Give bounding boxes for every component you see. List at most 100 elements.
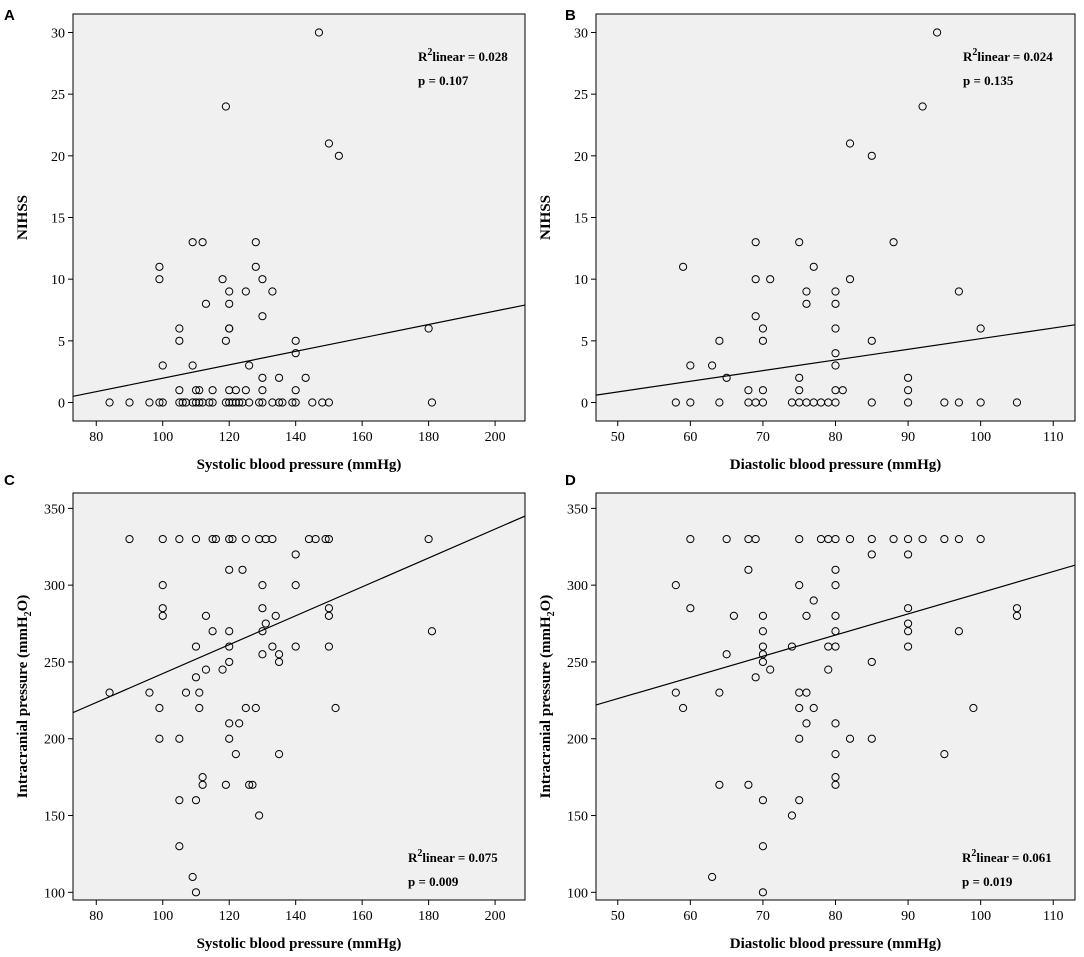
data-point — [248, 780, 257, 789]
data-point — [291, 336, 300, 345]
data-point — [201, 665, 211, 674]
data-point — [301, 373, 310, 382]
y-tick-label: 250 — [44, 656, 65, 671]
data-point — [802, 299, 811, 308]
data-point — [758, 842, 768, 851]
data-point — [274, 657, 284, 667]
data-point — [809, 262, 818, 271]
y-tick-label: 20 — [51, 150, 65, 165]
data-point — [235, 719, 244, 728]
y-tick-label: 25 — [51, 88, 65, 103]
data-point — [744, 386, 753, 395]
data-point — [228, 534, 237, 544]
data-point — [729, 611, 738, 620]
x-tick-label: 120 — [219, 430, 240, 445]
data-point — [228, 398, 237, 407]
data-point — [715, 398, 724, 407]
data-point — [158, 581, 167, 590]
data-point — [744, 780, 753, 789]
data-point — [145, 688, 154, 697]
data-point — [795, 373, 804, 382]
data-point — [225, 398, 234, 407]
data-point — [954, 398, 963, 407]
data-point — [758, 796, 768, 805]
y-tick-label: 350 — [44, 502, 65, 517]
y-tick-label: 0 — [58, 397, 65, 412]
data-point — [831, 398, 840, 407]
data-point — [686, 361, 695, 370]
y-tick-label: 30 — [51, 27, 65, 42]
data-point — [751, 673, 760, 682]
x-tick-label: 50 — [611, 909, 625, 924]
y-tick-label: 15 — [51, 212, 65, 227]
data-point — [191, 796, 201, 805]
y-tick-label: 15 — [574, 212, 588, 227]
data-point — [903, 373, 913, 382]
data-point — [195, 688, 204, 697]
data-point — [288, 398, 297, 407]
panel-d: D 50 60 70 80 90 100 110 100 150 200 250 300 350 Diast… — [538, 472, 1076, 952]
y-tick-label: 350 — [567, 502, 588, 517]
data-point — [208, 398, 217, 407]
data-point — [158, 361, 167, 370]
data-point — [838, 386, 847, 395]
data-point — [221, 398, 230, 407]
x-axis-title: Systolic blood pressure (mmHg) — [197, 936, 402, 952]
data-point — [191, 398, 201, 407]
x-tick-label: 70 — [756, 909, 770, 924]
panel-letter: D — [565, 472, 576, 489]
plot-area — [595, 13, 1076, 422]
data-point — [976, 534, 985, 544]
data-point — [181, 688, 191, 697]
data-point — [245, 361, 254, 370]
data-point — [191, 673, 201, 682]
data-point — [831, 719, 840, 728]
data-point — [195, 386, 204, 395]
r2-annotation: R2linear = 0.028 — [418, 47, 508, 64]
r2-annotation: R2linear = 0.024 — [963, 47, 1053, 64]
data-point — [251, 262, 260, 271]
data-point — [809, 703, 818, 713]
data-point — [751, 534, 760, 544]
data-point — [334, 151, 343, 160]
data-point — [903, 550, 913, 559]
data-point — [324, 398, 334, 407]
data-point — [268, 398, 277, 407]
x-tick-label: 110 — [1043, 909, 1063, 924]
data-point — [831, 534, 840, 544]
data-point — [424, 324, 433, 333]
x-tick-label: 90 — [901, 909, 915, 924]
data-point — [845, 139, 855, 148]
data-point — [158, 398, 167, 407]
data-point — [291, 550, 300, 559]
data-point — [175, 734, 184, 743]
x-tick-label: 90 — [901, 430, 915, 445]
data-point — [678, 262, 688, 271]
data-point — [191, 888, 201, 897]
data-point — [268, 642, 277, 651]
data-point — [241, 534, 250, 544]
x-tick-label: 100 — [970, 909, 991, 924]
data-point — [787, 642, 797, 651]
data-point — [940, 749, 949, 759]
data-point — [175, 336, 184, 345]
data-point — [175, 534, 184, 544]
data-point — [751, 238, 760, 247]
data-point — [181, 398, 191, 407]
data-point — [175, 398, 184, 407]
y-tick-label: 100 — [44, 886, 65, 901]
data-point — [231, 749, 240, 759]
data-point — [903, 627, 913, 636]
x-tick-label: 100 — [152, 430, 173, 445]
fit-line — [596, 324, 1075, 396]
data-point — [831, 749, 840, 759]
data-point — [671, 398, 680, 407]
data-point — [831, 581, 840, 590]
data-point — [274, 398, 284, 407]
x-tick-label: 80 — [89, 430, 103, 445]
data-point — [225, 642, 234, 651]
data-point — [831, 299, 840, 308]
data-point — [715, 780, 724, 789]
data-point — [708, 872, 717, 882]
data-point — [795, 796, 804, 805]
